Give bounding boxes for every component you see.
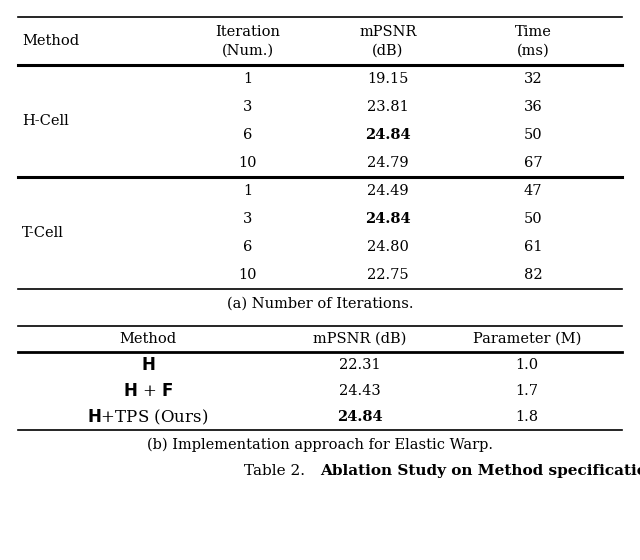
- Text: Ablation Study on Method specifications: Ablation Study on Method specifications: [320, 464, 640, 478]
- Text: (a) Number of Iterations.: (a) Number of Iterations.: [227, 297, 413, 311]
- Text: 22.75: 22.75: [367, 268, 409, 282]
- Text: 22.31: 22.31: [339, 358, 381, 372]
- Text: mPSNR (dB): mPSNR (dB): [314, 332, 406, 346]
- Text: Table 2.: Table 2.: [244, 464, 320, 478]
- Text: 36: 36: [524, 100, 542, 114]
- Text: mPSNR
(dB): mPSNR (dB): [359, 25, 417, 57]
- Text: T-Cell: T-Cell: [22, 226, 64, 240]
- Text: 6: 6: [243, 240, 253, 254]
- Text: Method: Method: [120, 332, 177, 346]
- Text: 50: 50: [524, 128, 542, 142]
- Text: 67: 67: [524, 156, 542, 170]
- Text: 3: 3: [243, 100, 253, 114]
- Text: Parameter (M): Parameter (M): [473, 332, 581, 346]
- Text: Iteration
(Num.): Iteration (Num.): [216, 25, 280, 57]
- Text: 1: 1: [243, 184, 253, 198]
- Text: 1.0: 1.0: [515, 358, 539, 372]
- Text: 10: 10: [239, 156, 257, 170]
- Text: 32: 32: [524, 72, 542, 86]
- Text: (b) Implementation approach for Elastic Warp.: (b) Implementation approach for Elastic …: [147, 438, 493, 452]
- Text: 19.15: 19.15: [367, 72, 409, 86]
- Text: 47: 47: [524, 184, 542, 198]
- Text: 24.84: 24.84: [365, 212, 411, 226]
- Text: 82: 82: [524, 268, 542, 282]
- Text: $\mathbf{H}$: $\mathbf{H}$: [141, 357, 155, 374]
- Text: H-Cell: H-Cell: [22, 114, 68, 128]
- Text: $\mathbf{H}$ + $\mathbf{F}$: $\mathbf{H}$ + $\mathbf{F}$: [123, 382, 173, 399]
- Text: $\mathbf{H}$+TPS (Ours): $\mathbf{H}$+TPS (Ours): [88, 407, 209, 427]
- Text: 24.84: 24.84: [337, 410, 383, 424]
- Text: Time
(ms): Time (ms): [515, 25, 552, 57]
- Text: 24.80: 24.80: [367, 240, 409, 254]
- Text: 24.43: 24.43: [339, 384, 381, 398]
- Text: 24.79: 24.79: [367, 156, 409, 170]
- Text: 6: 6: [243, 128, 253, 142]
- Text: 24.49: 24.49: [367, 184, 409, 198]
- Text: 1: 1: [243, 72, 253, 86]
- Text: Method: Method: [22, 34, 79, 48]
- Text: 1.8: 1.8: [515, 410, 539, 424]
- Text: 23.81: 23.81: [367, 100, 409, 114]
- Text: 24.84: 24.84: [365, 128, 411, 142]
- Text: 50: 50: [524, 212, 542, 226]
- Text: 10: 10: [239, 268, 257, 282]
- Text: 1.7: 1.7: [515, 384, 538, 398]
- Text: 61: 61: [524, 240, 542, 254]
- Text: 3: 3: [243, 212, 253, 226]
